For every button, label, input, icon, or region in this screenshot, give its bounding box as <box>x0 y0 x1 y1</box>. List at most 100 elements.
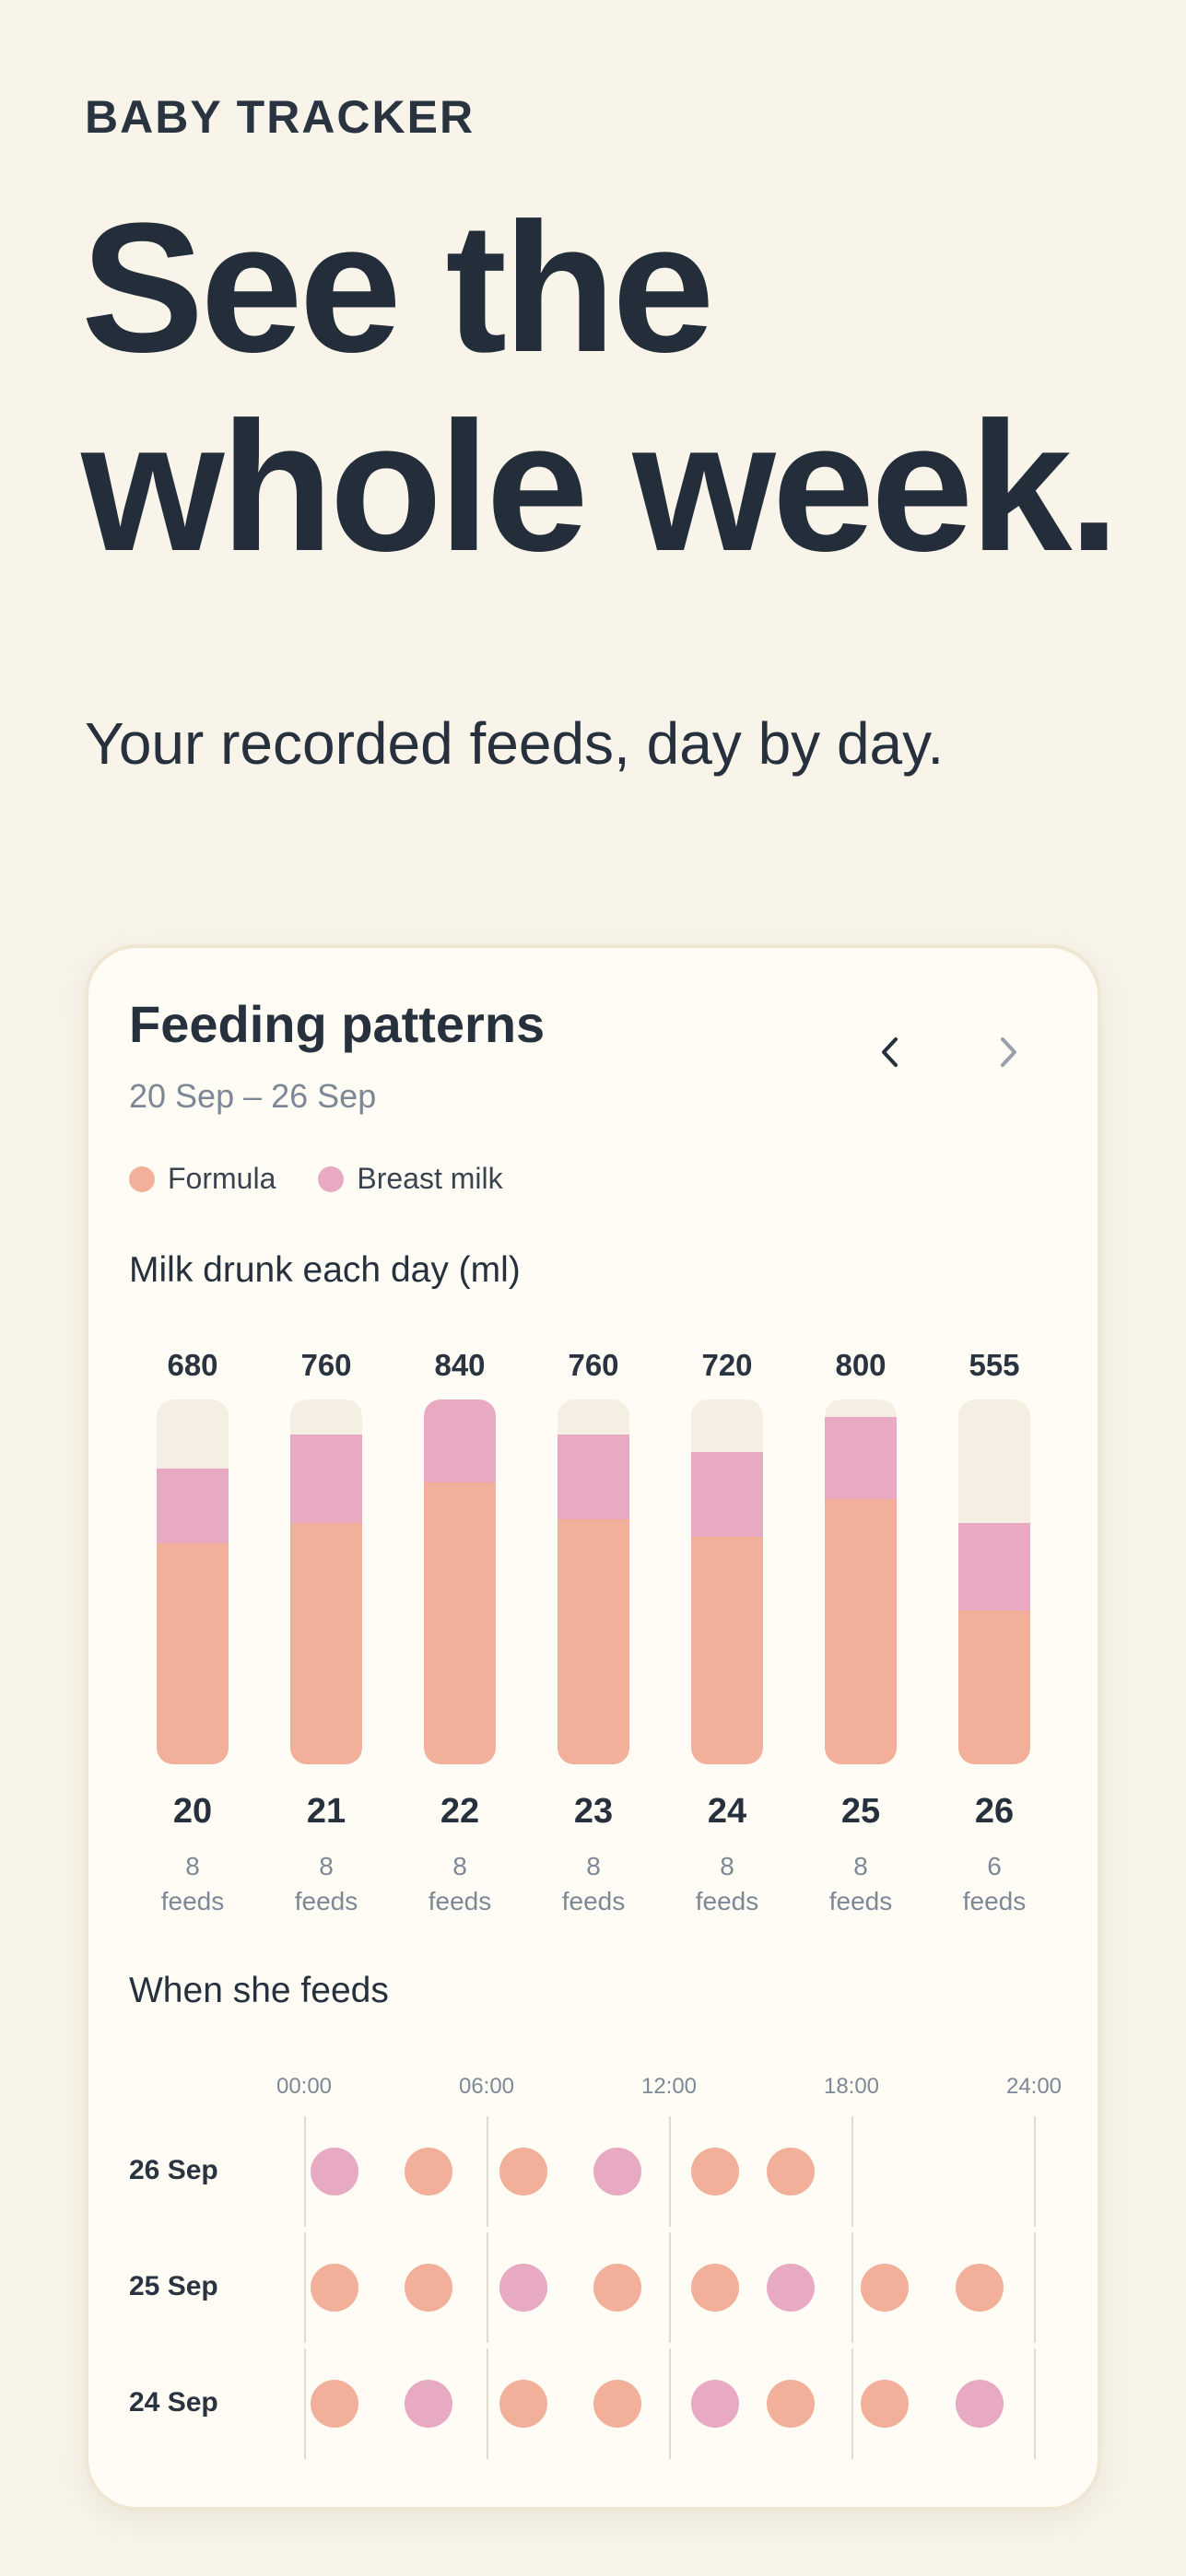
breast-milk-segment <box>691 1451 763 1537</box>
formula-feed-dot[interactable] <box>861 2264 910 2312</box>
bar-day-label: 26 <box>974 1792 1015 1831</box>
breast-milk-feed-dot[interactable] <box>499 2264 547 2312</box>
hour-tick-label: 18:00 <box>823 2074 880 2099</box>
formula-feed-dot[interactable] <box>767 2380 815 2428</box>
breast-milk-feed-dot[interactable] <box>955 2380 1004 2428</box>
bar-total-label: 760 <box>568 1348 619 1382</box>
legend-breast-milk-label: Breast milk <box>357 1162 503 1195</box>
timeline-row-label: 26 Sep <box>129 2155 218 2185</box>
formula-segment <box>958 1610 1030 1764</box>
legend-breast-milk: Breast milk <box>318 1162 503 1196</box>
chevron-left-icon <box>882 1037 898 1067</box>
hour-tick-label: 24:00 <box>1005 2074 1063 2099</box>
feed-count-number: 8 <box>853 1852 868 1880</box>
bar-total-label: 720 <box>701 1348 753 1382</box>
bar-track <box>958 1399 1030 1764</box>
breast-milk-segment <box>424 1399 496 1482</box>
formula-feed-dot[interactable] <box>311 2380 358 2428</box>
hour-tick-label: 12:00 <box>640 2074 698 2099</box>
feed-count-number: 8 <box>586 1852 601 1880</box>
formula-feed-dot[interactable] <box>767 2148 815 2195</box>
breast-milk-feed-dot[interactable] <box>690 2380 739 2428</box>
next-week-button[interactable] <box>975 1020 1039 1084</box>
formula-feed-dot[interactable] <box>405 2148 453 2195</box>
timeline-gridline <box>487 2116 488 2227</box>
bar-total-label: 760 <box>300 1348 352 1382</box>
hour-tick-label: 00:00 <box>276 2074 333 2099</box>
bar-track <box>157 1399 229 1764</box>
bar-track <box>290 1399 362 1764</box>
timeline-gridline <box>1034 2232 1036 2343</box>
bar-track <box>825 1399 897 1764</box>
chart-legend: Formula Breast milk <box>129 1162 503 1196</box>
breast-milk-feed-dot[interactable] <box>593 2148 641 2195</box>
formula-feed-dot[interactable] <box>593 2264 641 2312</box>
timeline-gridline <box>487 2348 488 2459</box>
bar-day-label: 23 <box>573 1792 614 1831</box>
feed-count-number: 8 <box>720 1852 734 1880</box>
daily-chart-title: Milk drunk each day (ml) <box>129 1250 521 1290</box>
app-eyebrow: BABY TRACKER <box>85 91 476 143</box>
bar-feed-count: 8 feeds <box>663 1849 791 1919</box>
feed-count-unit: feeds <box>160 1887 225 1915</box>
feed-count-unit: feeds <box>695 1887 759 1915</box>
breast-milk-segment <box>558 1434 629 1519</box>
hour-tick-label: 06:00 <box>458 2074 515 2099</box>
legend-formula: Formula <box>129 1162 276 1196</box>
formula-feed-dot[interactable] <box>861 2380 910 2428</box>
bar-feed-count: 8 feeds <box>530 1849 657 1919</box>
timeline-title: When she feeds <box>129 1971 389 2010</box>
bar-feed-count: 8 feeds <box>797 1849 924 1919</box>
timeline-gridline <box>304 2348 306 2459</box>
bar-day-label: 22 <box>440 1792 480 1831</box>
previous-week-button[interactable] <box>859 1020 923 1084</box>
bar-track <box>691 1399 763 1764</box>
legend-formula-label: Formula <box>168 1162 276 1195</box>
bar-day-label: 21 <box>306 1792 346 1831</box>
date-range: 20 Sep – 26 Sep <box>129 1077 377 1115</box>
bar-total-label: 555 <box>969 1348 1020 1382</box>
timeline-gridline <box>304 2232 306 2343</box>
timeline-gridline <box>1034 2348 1036 2459</box>
bar-day-label: 25 <box>840 1792 881 1831</box>
timeline-row-label: 25 Sep <box>129 2271 218 2301</box>
bar-total-label: 840 <box>434 1348 486 1382</box>
timeline-gridline <box>487 2232 488 2343</box>
bar-track <box>558 1399 629 1764</box>
timeline-gridline <box>851 2232 853 2343</box>
formula-segment <box>157 1542 229 1764</box>
formula-segment <box>825 1499 897 1764</box>
formula-feed-dot[interactable] <box>955 2264 1004 2312</box>
formula-feed-dot[interactable] <box>499 2148 547 2195</box>
feed-count-number: 8 <box>319 1852 334 1880</box>
breast-milk-segment <box>290 1434 362 1524</box>
timeline-gridline <box>669 2116 671 2227</box>
breast-milk-feed-dot[interactable] <box>405 2380 453 2428</box>
timeline-row-label: 24 Sep <box>129 2387 218 2418</box>
formula-segment <box>558 1518 629 1764</box>
feed-count-number: 6 <box>987 1852 1002 1880</box>
formula-feed-dot[interactable] <box>405 2264 453 2312</box>
hero-line-1: See the <box>81 185 714 391</box>
feed-count-unit: feeds <box>428 1887 492 1915</box>
feed-count-number: 8 <box>452 1852 467 1880</box>
feed-count-unit: feeds <box>294 1887 358 1915</box>
hero-subtitle: Your recorded feeds, day by day. <box>85 710 945 777</box>
timeline-gridline <box>1034 2116 1036 2227</box>
feeding-patterns-card: Feeding patterns 20 Sep – 26 Sep Formula… <box>85 944 1101 2511</box>
feed-count-unit: feeds <box>828 1887 893 1915</box>
breast-milk-segment <box>157 1469 229 1543</box>
breast-milk-feed-dot[interactable] <box>311 2148 358 2195</box>
bar-total-label: 800 <box>835 1348 887 1382</box>
bar-feed-count: 8 feeds <box>263 1849 390 1919</box>
hero-line-2: whole week. <box>81 384 1120 590</box>
formula-swatch <box>129 1165 155 1192</box>
formula-feed-dot[interactable] <box>499 2380 547 2428</box>
formula-feed-dot[interactable] <box>690 2148 739 2195</box>
breast-milk-feed-dot[interactable] <box>767 2264 815 2312</box>
formula-feed-dot[interactable] <box>593 2380 641 2428</box>
formula-feed-dot[interactable] <box>690 2264 739 2312</box>
formula-segment <box>290 1523 362 1764</box>
bar-total-label: 680 <box>167 1348 218 1382</box>
formula-feed-dot[interactable] <box>311 2264 358 2312</box>
